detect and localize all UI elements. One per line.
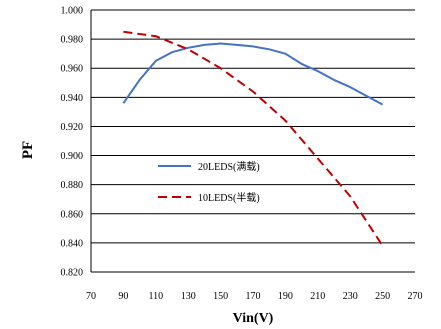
x-tick-label: 230: [343, 291, 358, 302]
y-axis-label: PF: [20, 141, 36, 159]
legend-label-2: 10LEDS(半载): [198, 191, 260, 204]
x-tick-label: 190: [278, 291, 293, 302]
y-tick-label: 0.840: [61, 238, 84, 249]
y-tick-label: 0.940: [61, 93, 84, 104]
x-tick-label: 250: [375, 291, 390, 302]
grid-lines: [91, 9, 415, 273]
x-tick-label: 130: [181, 291, 196, 302]
x-tick-labels: 70 90 110 130 150 170 190 210 230 250 270: [86, 291, 423, 302]
y-tick-label: 0.900: [61, 151, 84, 162]
series-line-1: [122, 42, 384, 106]
y-tick-label: 0.920: [61, 122, 84, 133]
y-tick-label: 0.860: [61, 209, 84, 220]
series-lines: [122, 30, 384, 247]
y-tick-label: 0.960: [61, 64, 84, 75]
x-tick-label: 90: [118, 291, 128, 302]
y-tick-label: 0.880: [61, 180, 84, 191]
y-tick-label: 0.820: [61, 268, 84, 279]
x-tick-label: 70: [86, 291, 96, 302]
legend-label-1: 20LEDS(满载): [198, 161, 260, 173]
axes: [90, 10, 415, 273]
x-tick-label: 110: [148, 291, 163, 302]
x-axis-label: Vin(V): [233, 311, 274, 326]
y-tick-label: 1.000: [61, 6, 84, 17]
series-line-2: [123, 30, 384, 247]
x-tick-label: 150: [213, 291, 228, 302]
y-tick-label: 0.980: [61, 35, 84, 46]
x-tick-label: 210: [310, 291, 325, 302]
x-tick-label: 270: [408, 291, 423, 302]
legend: 20LEDS(满载) 10LEDS(半载): [158, 161, 260, 204]
y-tick-labels: 0.820 0.840 0.860 0.880 0.900 0.920 0.940 0.960…: [61, 6, 84, 279]
x-tick-label: 170: [246, 291, 261, 302]
